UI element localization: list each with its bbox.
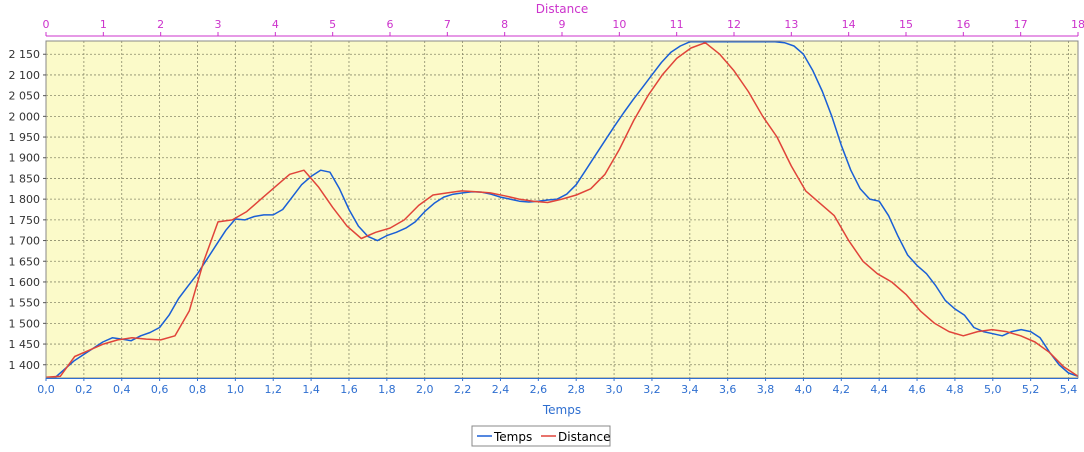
- x-tick-label: 4,0: [795, 383, 813, 396]
- top-tick-label: 3: [215, 18, 222, 31]
- y-tick-label: 1 550: [9, 297, 41, 310]
- y-tick-label: 1 450: [9, 338, 41, 351]
- x-tick-label: 2,2: [454, 383, 472, 396]
- x-tick-label: 1,4: [302, 383, 320, 396]
- top-tick-label: 16: [956, 18, 970, 31]
- x-tick-label: 4,8: [946, 383, 964, 396]
- y-tick-label: 1 650: [9, 255, 41, 268]
- x-tick-label: 5,2: [1022, 383, 1040, 396]
- x-tick-label: 0,0: [37, 383, 55, 396]
- x-tick-label: 1,0: [227, 383, 245, 396]
- top-tick-label: 7: [444, 18, 451, 31]
- x-tick-label: 4,6: [908, 383, 926, 396]
- top-tick-label: 13: [784, 18, 798, 31]
- x-tick-label: 5,4: [1060, 383, 1078, 396]
- x-tick-label: 2,0: [416, 383, 434, 396]
- x-tick-label: 3,8: [757, 383, 775, 396]
- x-tick-label: 1,8: [378, 383, 396, 396]
- y-tick-label: 1 700: [9, 235, 41, 248]
- top-axis-label: Distance: [536, 2, 588, 16]
- top-tick-label: 0: [43, 18, 50, 31]
- x-tick-label: 4,4: [870, 383, 888, 396]
- x-tick-label: 0,6: [151, 383, 169, 396]
- top-tick-label: 12: [727, 18, 741, 31]
- legend: Temps Distance: [472, 426, 610, 446]
- x-tick-label: 0,2: [75, 383, 93, 396]
- plot-background: [46, 41, 1078, 378]
- y-tick-label: 2 000: [9, 110, 41, 123]
- top-tick-label: 11: [670, 18, 684, 31]
- top-tick-label: 14: [842, 18, 856, 31]
- x-tick-label: 2,6: [530, 383, 548, 396]
- x-tick-label: 5,0: [984, 383, 1002, 396]
- y-tick-label: 1 600: [9, 276, 41, 289]
- y-tick-label: 1 400: [9, 359, 41, 372]
- top-tick-label: 4: [272, 18, 279, 31]
- y-tick-label: 1 750: [9, 214, 41, 227]
- x-tick-label: 1,6: [340, 383, 358, 396]
- bottom-axis: 0,0 0,2 0,4 0,6 0,8 1,0 1,2 1,4 1,6 1,8 2,0 2,2 2,4 2…: [37, 378, 1078, 396]
- top-tick-label: 17: [1014, 18, 1028, 31]
- legend-label-distance: Distance: [558, 430, 610, 444]
- x-tick-label: 2,8: [567, 383, 585, 396]
- x-tick-label: 3,2: [643, 383, 661, 396]
- legend-label-temps: Temps: [493, 430, 532, 444]
- top-tick-label: 2: [157, 18, 164, 31]
- y-tick-label: 1 800: [9, 193, 41, 206]
- top-tick-label: 9: [559, 18, 566, 31]
- top-tick-label: 8: [501, 18, 508, 31]
- left-axis: 1 400 1 450 1 500 1 550 1 600 1 650 1 700 1 750…: [9, 48, 47, 372]
- y-tick-label: 2 100: [9, 69, 41, 82]
- y-tick-label: 1 850: [9, 172, 41, 185]
- top-tick-label: 18: [1071, 18, 1084, 31]
- y-tick-label: 1 500: [9, 317, 41, 330]
- x-tick-label: 2,4: [492, 383, 510, 396]
- x-tick-label: 3,0: [605, 383, 623, 396]
- top-tick-label: 15: [899, 18, 913, 31]
- top-tick-label: 6: [387, 18, 394, 31]
- x-tick-label: 3,4: [681, 383, 699, 396]
- top-tick-label: 1: [100, 18, 107, 31]
- y-tick-label: 1 950: [9, 131, 41, 144]
- top-tick-label: 10: [612, 18, 626, 31]
- x-tick-label: 0,4: [113, 383, 131, 396]
- y-tick-label: 2 150: [9, 48, 41, 61]
- x-tick-label: 4,2: [833, 383, 851, 396]
- y-tick-label: 1 900: [9, 152, 41, 165]
- bottom-axis-label: Temps: [542, 403, 581, 417]
- x-tick-label: 1,2: [264, 383, 282, 396]
- x-tick-label: 3,6: [719, 383, 737, 396]
- top-tick-label: 5: [329, 18, 336, 31]
- x-tick-label: 0,8: [189, 383, 207, 396]
- y-tick-label: 2 050: [9, 90, 41, 103]
